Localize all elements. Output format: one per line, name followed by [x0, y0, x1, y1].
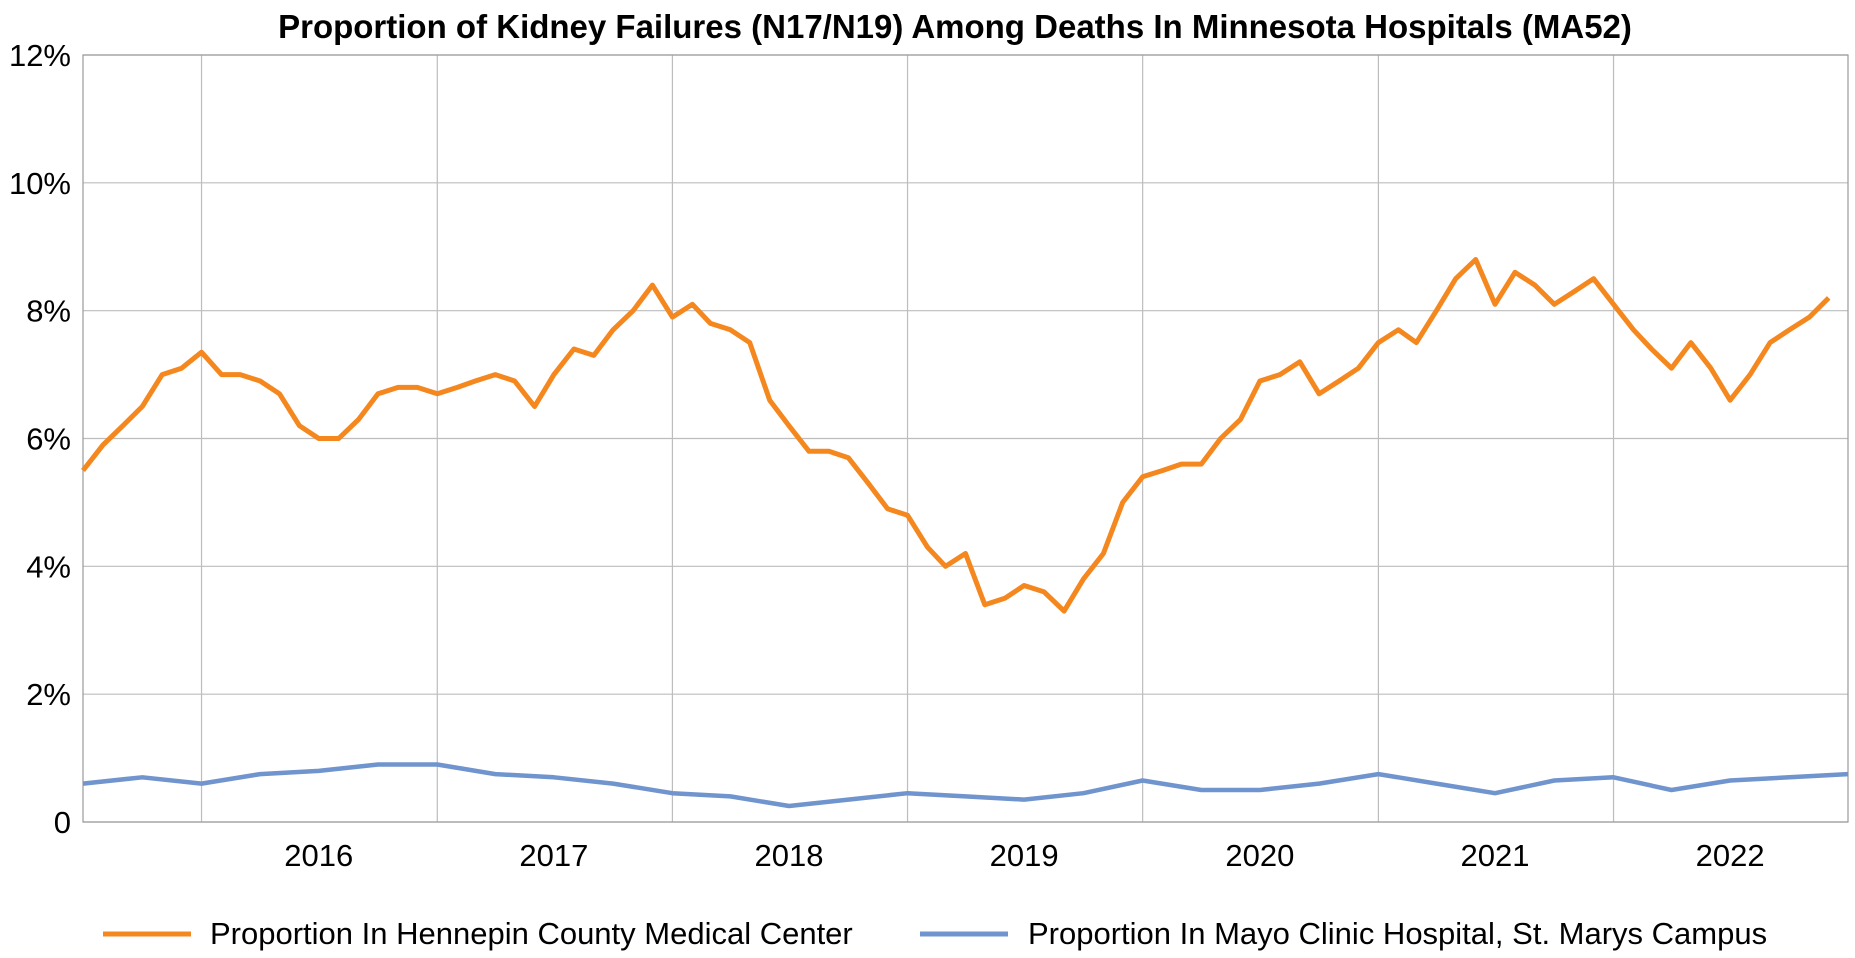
y-axis-ticks: 0 2% 4% 6% 8% 10% 12%	[9, 38, 71, 840]
series-line-1	[83, 260, 1829, 612]
series-line-2	[83, 765, 1848, 807]
y-tick-label: 4%	[26, 549, 71, 584]
y-tick-label: 8%	[26, 294, 71, 329]
x-tick-label: 2021	[1461, 838, 1530, 873]
line-chart: Proportion of Kidney Failures (N17/N19) …	[0, 0, 1855, 958]
x-tick-label: 2022	[1696, 838, 1765, 873]
y-tick-label: 6%	[26, 422, 71, 457]
y-tick-label: 12%	[9, 38, 71, 73]
x-tick-label: 2016	[284, 838, 353, 873]
chart-title: Proportion of Kidney Failures (N17/N19) …	[278, 8, 1632, 45]
y-tick-label: 0	[54, 805, 71, 840]
series-lines	[83, 260, 1848, 807]
x-tick-label: 2017	[519, 838, 588, 873]
x-tick-label: 2019	[990, 838, 1059, 873]
x-tick-label: 2020	[1225, 838, 1294, 873]
y-tick-label: 2%	[26, 677, 71, 712]
legend-label-2: Proportion In Mayo Clinic Hospital, St. …	[1028, 916, 1767, 951]
y-tick-label: 10%	[9, 166, 71, 201]
grid	[83, 55, 1848, 822]
legend: Proportion In Hennepin County Medical Ce…	[103, 916, 1767, 951]
x-axis-ticks: 2016 2017 2018 2019 2020 2021 2022	[284, 838, 1764, 873]
legend-label-1: Proportion In Hennepin County Medical Ce…	[210, 916, 853, 951]
x-tick-label: 2018	[755, 838, 824, 873]
